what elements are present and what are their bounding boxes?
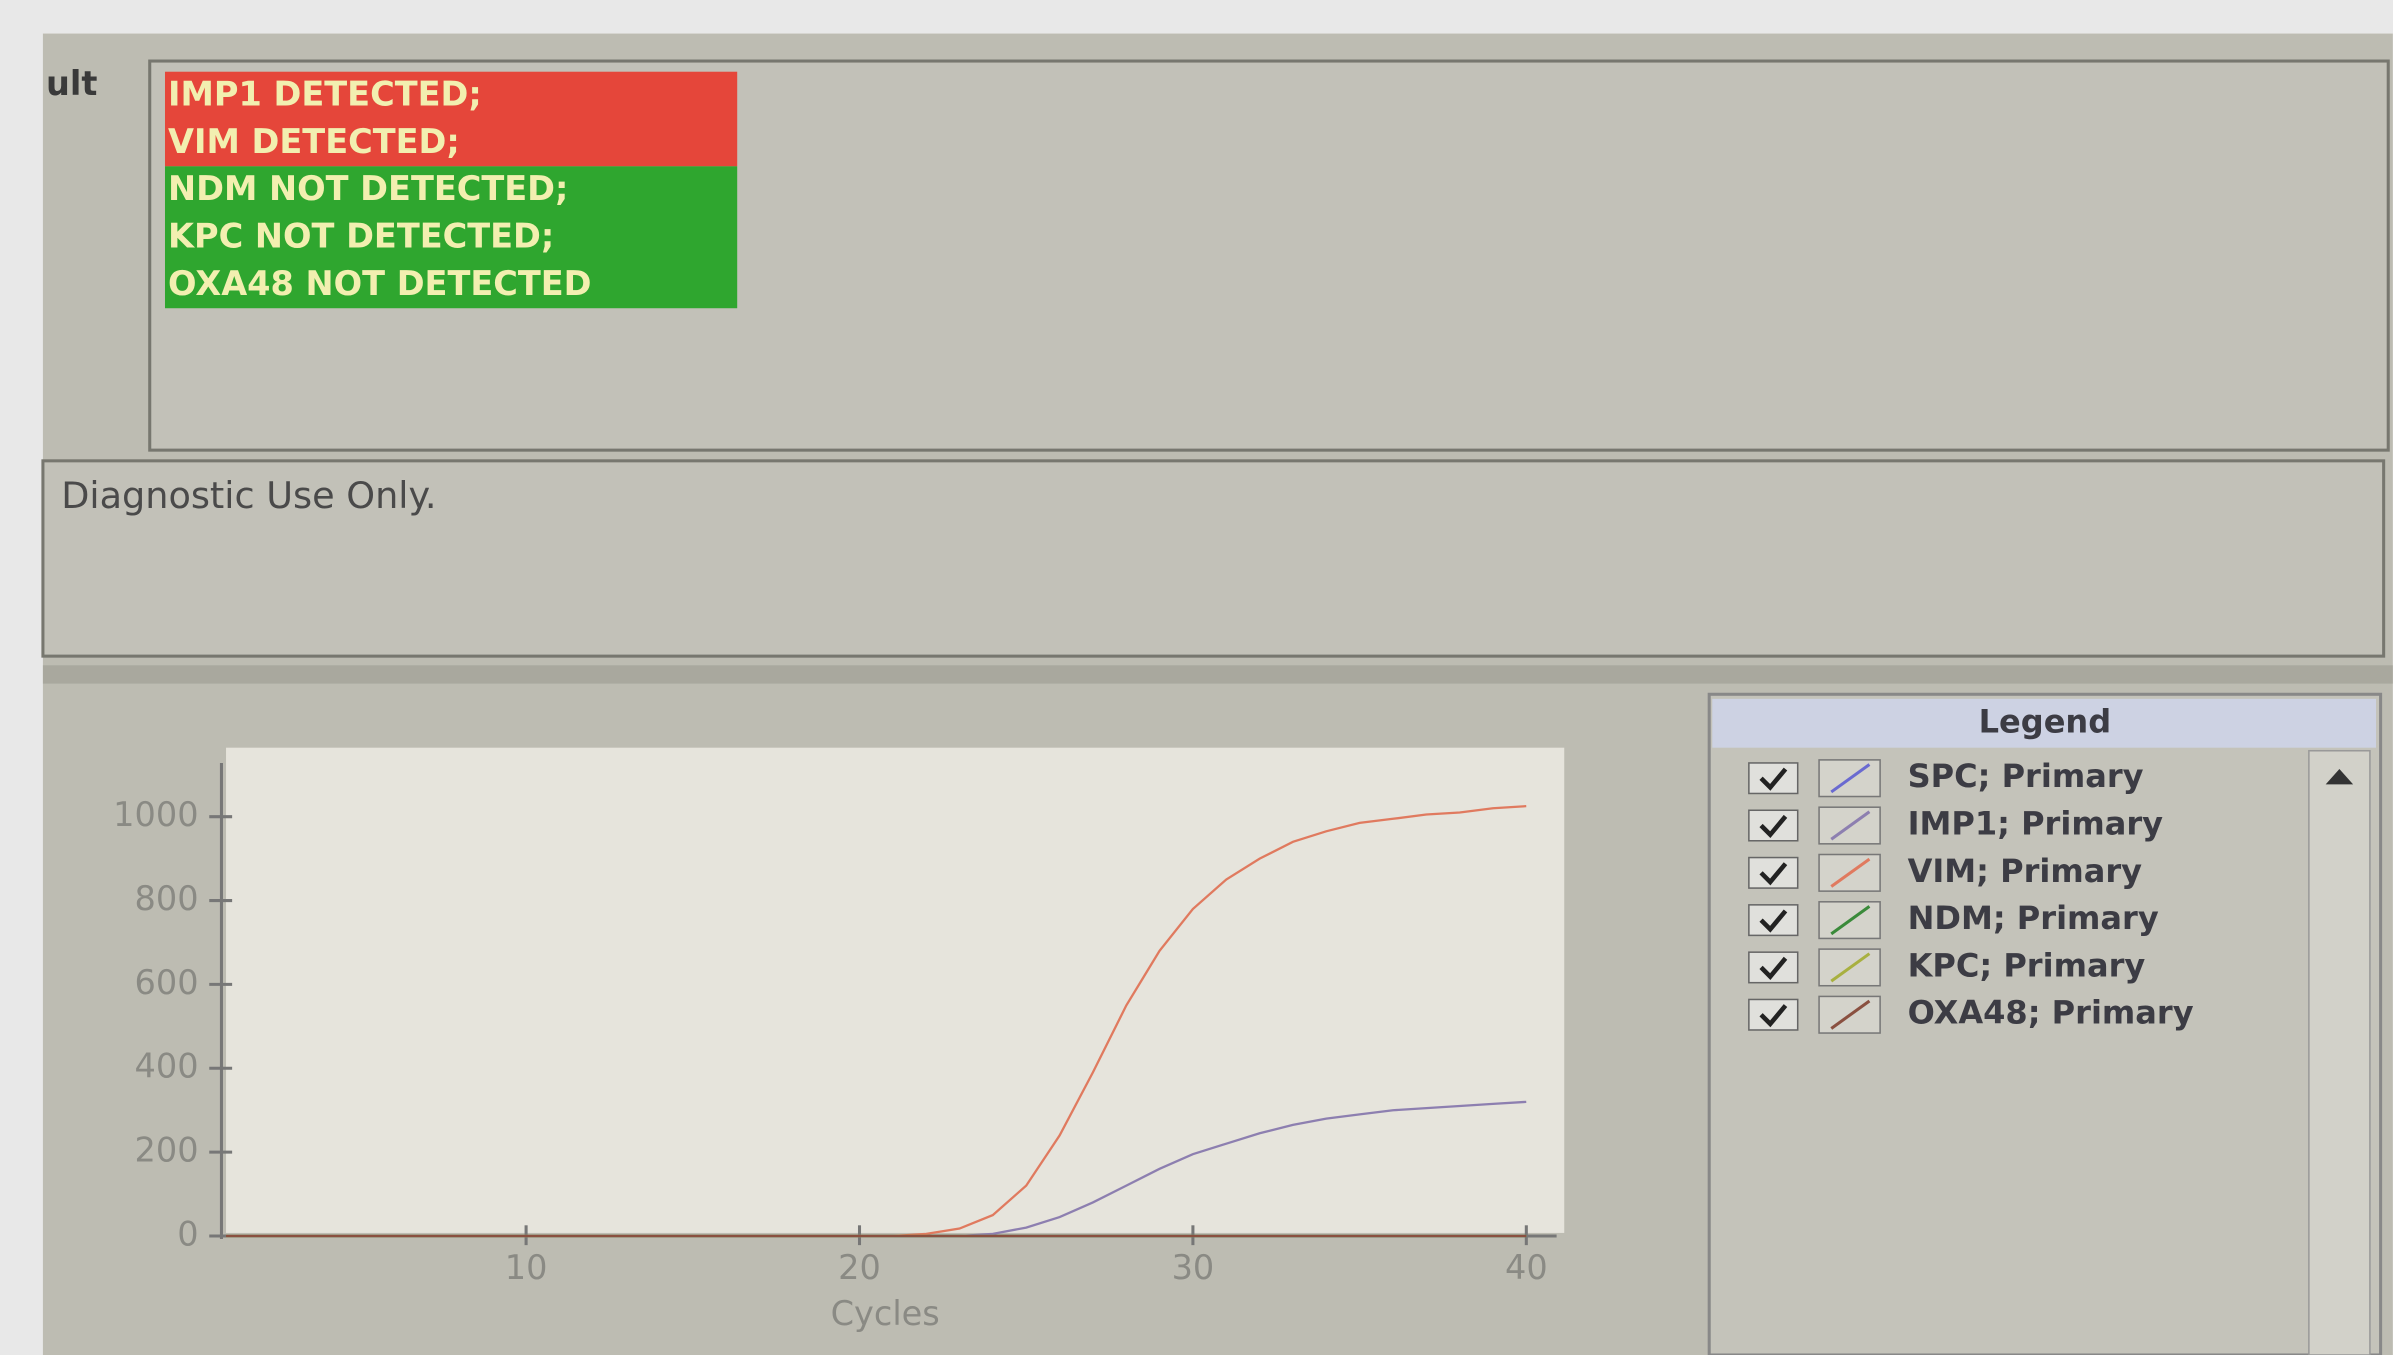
- y-tick-label: 800: [135, 879, 199, 918]
- x-tick-label: 40: [1505, 1248, 1548, 1287]
- x-tick-label: 10: [505, 1248, 548, 1287]
- legend-entry: IMP1; Primary: [1908, 805, 2164, 843]
- legend-checkbox[interactable]: [1749, 999, 1798, 1030]
- screen: ult IMP1 DETECTED; VIM DETECTED; NDM NOT D…: [0, 0, 2393, 1355]
- y-tick-label: 200: [135, 1131, 199, 1170]
- y-tick-label: 0: [177, 1214, 198, 1253]
- x-tick-label: 30: [1172, 1248, 1215, 1287]
- result-label: ult: [46, 64, 97, 103]
- notice: Diagnostic Use Only.: [61, 474, 436, 517]
- x-tick-label: 20: [838, 1248, 881, 1287]
- page: ult IMP1 DETECTED; VIM DETECTED; NDM NOT D…: [0, 0, 2393, 1355]
- y-tick-label: 400: [135, 1047, 199, 1086]
- legend-title: Legend: [1979, 702, 2112, 740]
- legend-entry: SPC; Primary: [1908, 757, 2144, 795]
- result-line: KPC NOT DETECTED;: [168, 217, 554, 256]
- legend-entry: NDM; Primary: [1908, 899, 2159, 937]
- splitter: [43, 665, 2393, 683]
- plot-area: [226, 748, 1564, 1233]
- result-list: IMP1 DETECTED; VIM DETECTED; NDM NOT DETEC…: [165, 72, 737, 309]
- y-tick-label: 600: [135, 963, 199, 1002]
- result-line: IMP1 DETECTED;: [168, 75, 482, 114]
- legend-checkbox[interactable]: [1749, 810, 1798, 841]
- legend-entry: VIM; Primary: [1908, 852, 2143, 890]
- legend-checkbox[interactable]: [1749, 763, 1798, 794]
- legend-checkbox[interactable]: [1749, 858, 1798, 889]
- result-line: OXA48 NOT DETECTED: [168, 264, 592, 303]
- legend-entry: KPC; Primary: [1908, 946, 2146, 984]
- result-line: NDM NOT DETECTED;: [168, 169, 568, 208]
- scrollbar[interactable]: [2309, 751, 2370, 1355]
- result-line: VIM DETECTED;: [168, 122, 460, 161]
- x-axis-label: Cycles: [831, 1294, 940, 1333]
- legend-checkbox[interactable]: [1749, 905, 1798, 936]
- y-tick-label: 1000: [113, 795, 198, 834]
- legend-entry: OXA48; Primary: [1908, 994, 2194, 1032]
- legend-checkbox[interactable]: [1749, 952, 1798, 983]
